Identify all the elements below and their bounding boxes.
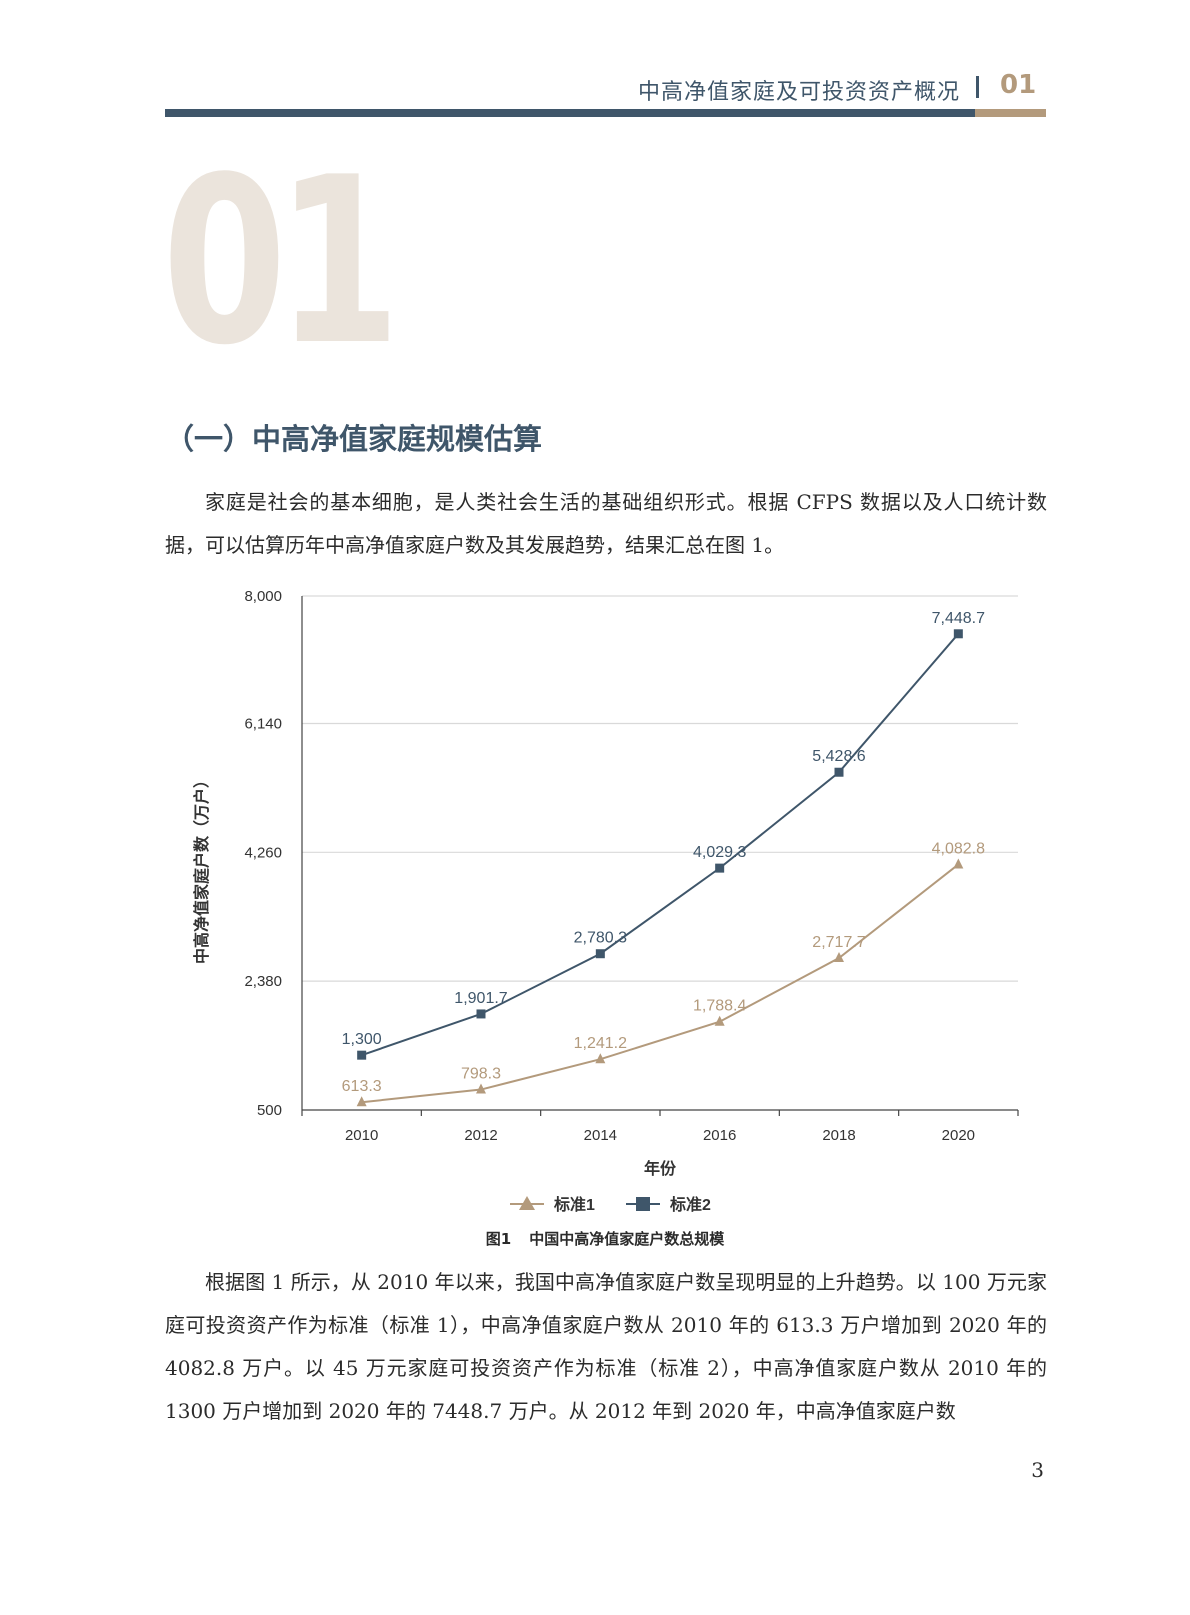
- paragraph-analysis: 根据图 1 所示，从 2010 年以来，我国中高净值家庭户数呈现明显的上升趋势。…: [165, 1270, 1047, 1423]
- page-number: 3: [1031, 1458, 1044, 1482]
- x-tick-label: 2020: [942, 1127, 975, 1144]
- x-tick-label: 2014: [584, 1127, 617, 1144]
- data-label: 613.3: [342, 1078, 382, 1095]
- legend: 标准1 标准2: [510, 1195, 711, 1214]
- y-tick-label: 2,380: [244, 973, 282, 990]
- data-label: 1,788.4: [693, 998, 746, 1015]
- data-label: 7,448.7: [932, 610, 985, 627]
- header-title: 中高净值家庭及可投资资产概况: [637, 80, 960, 105]
- data-point: [476, 1009, 486, 1019]
- data-point: [476, 1083, 486, 1094]
- data-point: [357, 1050, 367, 1060]
- line-chart: 500 2,380 4,260 6,140 8,000 2010 2012 2014 2016 2…: [192, 588, 1019, 1214]
- data-label: 1,300: [342, 1031, 382, 1048]
- paragraph-intro: 家庭是社会的基本细胞，是人类社会生活的基础组织形式。根据 CFPS 数据以及人口…: [165, 490, 1047, 557]
- data-label: 1,241.2: [574, 1035, 627, 1052]
- x-axis-title: 年份: [644, 1159, 677, 1178]
- legend-marker-square: [636, 1197, 650, 1211]
- x-tick-label: 2018: [822, 1127, 855, 1144]
- data-point: [595, 949, 605, 959]
- x-tick-label: 2010: [345, 1127, 378, 1144]
- data-label: 5,428.6: [812, 748, 865, 765]
- series-line-2: [361, 633, 960, 1057]
- legend-label: 标准2: [669, 1195, 711, 1214]
- data-point: [595, 1053, 606, 1064]
- header-rule-blue: [165, 109, 975, 117]
- header-chapter-number: 01: [1000, 70, 1037, 100]
- header-rule-tan: [975, 109, 1046, 117]
- y-tick-label: 6,140: [244, 715, 282, 732]
- section-title: （一）中高净值家庭规模估算: [165, 422, 543, 456]
- legend-marker-triangle: [519, 1196, 535, 1210]
- y-tick-label: 8,000: [244, 588, 282, 605]
- y-tick-label: 500: [257, 1102, 282, 1119]
- data-label: 2,780.3: [574, 930, 627, 947]
- data-label: 798.3: [461, 1066, 501, 1083]
- series: [356, 629, 964, 1107]
- y-tick-label: 4,260: [244, 844, 282, 861]
- data-point: [953, 858, 964, 869]
- data-point: [714, 1015, 725, 1026]
- axes: 500 2,380 4,260 6,140 8,000 2010 2012 2014 2016 2…: [192, 588, 1019, 1178]
- data-label: 4,029.3: [693, 844, 746, 861]
- figure-caption: 图1 中国中高净值家庭户数总规模: [0, 1228, 1190, 1249]
- data-point: [834, 952, 844, 963]
- figure-title: 中国中高净值家庭户数总规模: [529, 1230, 725, 1248]
- data-point: [356, 1096, 367, 1107]
- x-tick-label: 2012: [464, 1127, 497, 1144]
- data-label: 4,082.8: [932, 840, 985, 857]
- y-axis-title: 中高净值家庭户数（万户）: [192, 772, 211, 964]
- header-separator: [976, 76, 979, 98]
- labels: 613.3 798.3 1,241.2 1,788.4 2,717.7 4,082.8 1,…: [342, 610, 985, 1095]
- data-point: [834, 767, 844, 777]
- legend-label: 标准1: [553, 1195, 595, 1214]
- data-point: [715, 863, 725, 873]
- data-point: [953, 629, 963, 639]
- data-label: 1,901.7: [454, 990, 507, 1007]
- series-line-1: [361, 863, 959, 1104]
- big-chapter-number: 01: [162, 129, 401, 396]
- figure-number: 图1: [485, 1230, 512, 1248]
- data-label: 2,717.7: [812, 934, 865, 951]
- grid-lines: [302, 595, 1018, 982]
- x-tick-label: 2016: [703, 1127, 736, 1144]
